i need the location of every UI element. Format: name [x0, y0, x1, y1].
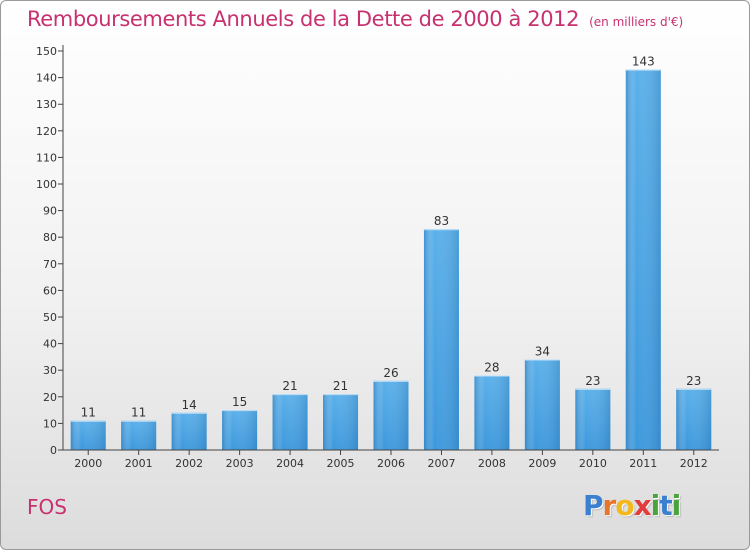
bar-value-label: 21 — [333, 379, 348, 393]
x-tick-label: 2012 — [680, 457, 708, 470]
y-tick-label: 0 — [50, 444, 57, 457]
x-tick-label: 2005 — [327, 457, 355, 470]
logo-letter: t — [659, 489, 672, 522]
bar-shade — [373, 380, 409, 450]
y-tick-label: 140 — [36, 72, 57, 85]
y-tick-label: 10 — [43, 417, 57, 430]
y-tick-label: 60 — [43, 284, 57, 297]
bar-value-label: 143 — [632, 55, 655, 69]
bar-shade — [171, 412, 207, 450]
x-tick-label: 2011 — [629, 457, 657, 470]
logo-letter: r — [602, 489, 617, 522]
x-tick-label: 2008 — [478, 457, 506, 470]
logo-letter: i — [650, 489, 661, 522]
y-tick-label: 90 — [43, 205, 57, 218]
x-tick-label: 2000 — [74, 457, 102, 470]
commune-name: FOS — [27, 495, 67, 519]
bar-value-label: 34 — [535, 345, 550, 359]
y-tick-label: 110 — [36, 151, 57, 164]
x-tick-label: 2010 — [579, 457, 607, 470]
proxiti-logo: Proxiti — [583, 489, 682, 522]
y-tick-label: 130 — [36, 98, 57, 111]
bar-value-label: 14 — [182, 398, 197, 412]
logo-letter: o — [615, 489, 634, 522]
bar-shade — [474, 375, 510, 450]
bar-value-label: 23 — [585, 374, 600, 388]
x-tick-label: 2001 — [125, 457, 153, 470]
bar-shade — [121, 420, 157, 450]
y-tick-label: 70 — [43, 258, 57, 271]
bar-shade — [222, 410, 258, 450]
chart-title: Remboursements Annuels de la Dette de 20… — [27, 7, 580, 31]
bar-shade — [676, 388, 712, 450]
y-tick-label: 30 — [43, 364, 57, 377]
bar-value-label: 11 — [131, 406, 146, 420]
y-tick-label: 120 — [36, 125, 57, 138]
bar-value-label: 26 — [383, 366, 398, 380]
x-tick-label: 2007 — [427, 457, 455, 470]
bar-value-label: 28 — [484, 361, 499, 375]
chart-unit: (en milliers d'€) — [589, 15, 684, 29]
bar-shade — [272, 394, 308, 450]
y-tick-label: 80 — [43, 231, 57, 244]
logo-letter: i — [671, 489, 682, 522]
x-tick-label: 2003 — [226, 457, 254, 470]
y-tick-label: 150 — [36, 45, 57, 58]
y-tick-label: 100 — [36, 178, 57, 191]
y-tick-label: 40 — [43, 338, 57, 351]
bar-shade — [423, 229, 459, 450]
logo-letter: x — [633, 489, 652, 522]
x-tick-label: 2006 — [377, 457, 405, 470]
x-tick-label: 2002 — [175, 457, 203, 470]
bar-shade — [70, 420, 106, 450]
bar-shade — [625, 69, 661, 451]
bar-shade — [575, 388, 611, 450]
y-tick-label: 50 — [43, 311, 57, 324]
x-tick-label: 2004 — [276, 457, 304, 470]
bar-value-label: 21 — [282, 379, 297, 393]
bar-value-label: 11 — [81, 406, 96, 420]
logo-letter: P — [583, 489, 604, 522]
bar-value-label: 23 — [686, 374, 701, 388]
x-tick-label: 2009 — [528, 457, 556, 470]
title-block: Remboursements Annuels de la Dette de 20… — [27, 7, 683, 31]
y-tick-label: 20 — [43, 391, 57, 404]
bar-value-label: 15 — [232, 395, 247, 409]
bar-value-label: 83 — [434, 214, 449, 228]
bar-shade — [524, 359, 560, 450]
bar-shade — [323, 394, 359, 450]
